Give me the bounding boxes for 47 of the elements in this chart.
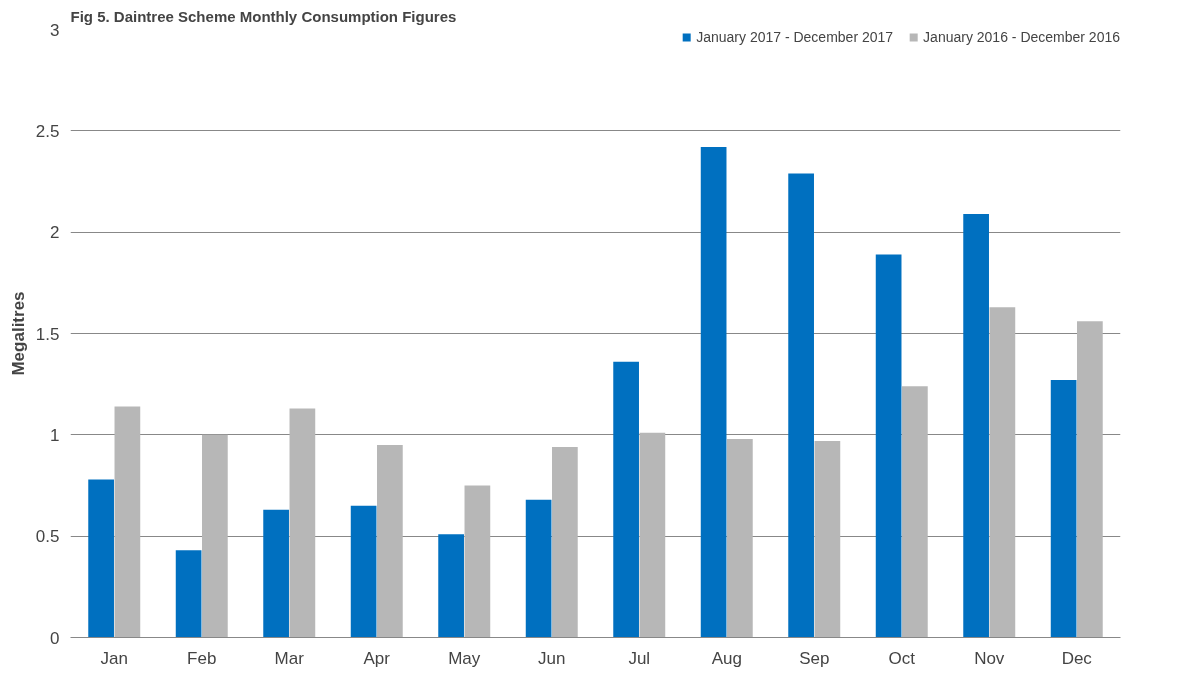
- bar: [989, 307, 1016, 638]
- y-tick-label: 2.5: [35, 121, 60, 141]
- bar: [377, 444, 403, 638]
- y-tick-label: 1.5: [35, 324, 60, 344]
- bar: [263, 509, 289, 638]
- bar: [88, 479, 114, 638]
- bar: [788, 173, 814, 638]
- x-tick-label: Mar: [274, 648, 305, 668]
- x-tick-label: Nov: [974, 648, 1005, 668]
- x-tick-label: Apr: [363, 648, 391, 668]
- bar: [902, 386, 928, 638]
- legend-label: January 2016 - December 2016: [923, 29, 1120, 45]
- y-axis-title: Megalitres: [8, 291, 28, 376]
- bar: [552, 446, 578, 638]
- bar: [289, 408, 316, 638]
- y-tick-label: 0: [50, 628, 60, 648]
- y-tick-label: 0.5: [35, 527, 60, 547]
- bar: [202, 434, 228, 638]
- y-tick-label: 1: [50, 425, 60, 445]
- bar: [175, 550, 202, 638]
- x-tick-label: Sep: [799, 648, 830, 668]
- bar: [639, 432, 666, 638]
- chart-title: Fig 5. Daintree Scheme Monthly Consumption Figures: [70, 7, 457, 25]
- bar: [700, 147, 727, 638]
- x-tick-label: Jun: [538, 648, 566, 668]
- x-tick-label: Feb: [187, 648, 217, 668]
- bar: [875, 254, 902, 638]
- x-tick-label: Aug: [711, 648, 742, 668]
- bar: [525, 499, 552, 638]
- bar: [1050, 380, 1077, 638]
- bar: [1077, 321, 1103, 638]
- bar: [350, 505, 377, 638]
- legend-label: January 2017 - December 2017: [696, 29, 894, 45]
- bar: [963, 213, 989, 638]
- bar: [727, 438, 753, 638]
- x-tick-label: Oct: [888, 648, 916, 668]
- bar: [464, 485, 491, 638]
- y-tick-label: 2: [50, 223, 60, 243]
- x-tick-label: May: [448, 648, 481, 668]
- bar: [114, 406, 141, 638]
- bar: [438, 534, 464, 638]
- x-tick-label: Dec: [1061, 648, 1093, 668]
- bar: [814, 440, 841, 638]
- x-tick-label: Jan: [100, 648, 128, 668]
- bar: [613, 361, 639, 638]
- x-tick-label: Jul: [628, 648, 651, 668]
- y-tick-label: 3: [50, 20, 60, 40]
